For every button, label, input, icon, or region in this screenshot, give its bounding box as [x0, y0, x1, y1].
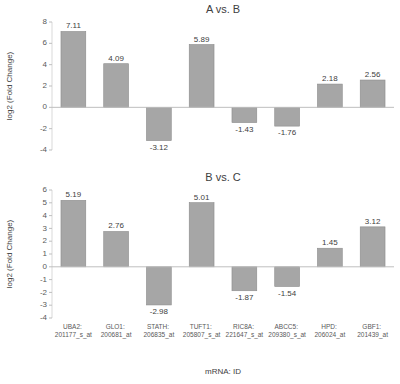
x-tick-label: UBA2: 201177_s_at: [55, 323, 92, 339]
y-axis-label: log2 (Fold Change): [5, 51, 14, 120]
data-label: -1.87: [235, 293, 254, 302]
y-tick-label: 0: [43, 262, 48, 271]
y-tick: [49, 22, 52, 23]
data-label: -2.98: [150, 307, 169, 316]
data-label: -3.12: [150, 143, 169, 152]
bars: [61, 31, 385, 140]
y-tick: [49, 190, 52, 191]
y-tick: [49, 228, 52, 229]
x-tick-label: STATH: 206835_at: [144, 323, 175, 339]
y-tick-label: -3: [40, 300, 48, 309]
data-label: -1.76: [278, 128, 297, 137]
data-label: 5.19: [66, 190, 82, 199]
bar: [317, 248, 342, 267]
y-tick-label: -2: [40, 288, 48, 297]
y-tick: [49, 202, 52, 203]
baseline: [52, 107, 394, 108]
y-tick-label: 1: [43, 249, 48, 258]
bar: [232, 107, 257, 122]
bar: [189, 45, 214, 108]
y-tick-label: 2: [43, 236, 48, 245]
chart-title: B vs. C: [205, 171, 241, 183]
x-tick-label: HPD: 206024_at: [315, 323, 346, 339]
bar: [61, 31, 86, 107]
y-tick: [49, 254, 52, 255]
data-label: 2.76: [108, 221, 124, 230]
bar: [232, 267, 257, 291]
data-label: 5.01: [194, 193, 210, 202]
data-label: -1.43: [235, 125, 254, 134]
bar: [146, 267, 171, 305]
y-tick-label: 8: [43, 17, 48, 26]
bar: [360, 227, 385, 267]
y-tick-label: -1: [40, 275, 48, 284]
bar: [189, 203, 214, 267]
x-tick-label: ABCC5: 209380_s_at: [268, 323, 306, 339]
y-tick-label: 0: [43, 102, 48, 111]
data-label: 3.12: [365, 217, 381, 226]
bars: [61, 200, 385, 305]
y-tick-label: 4: [43, 60, 48, 69]
chart-root: A vs. B log2 (Fold Change) -4 -2 0 2 4 6 8 7.11 4.…: [0, 0, 400, 384]
y-tick-label: -4: [40, 313, 48, 322]
bar: [275, 267, 300, 287]
y-tick: [49, 292, 52, 293]
x-tick-label: GBF1: 201439_at: [357, 323, 388, 339]
y-tick-label: 6: [43, 38, 48, 47]
y-tick: [49, 241, 52, 242]
y-axis-label: log2 (Fold Change): [5, 219, 14, 288]
y-tick: [49, 279, 52, 280]
chart-title: A vs. B: [206, 3, 240, 15]
y-tick: [49, 318, 52, 319]
y-tick-label: 5: [43, 198, 48, 207]
y-tick-label: -2: [40, 124, 48, 133]
data-label: 2.56: [365, 70, 381, 79]
y-tick-label: 6: [43, 185, 48, 194]
y-tick: [49, 150, 52, 151]
data-label: 4.09: [108, 54, 124, 63]
bar: [146, 107, 171, 140]
y-tick: [49, 107, 52, 108]
bar: [317, 84, 342, 107]
data-label: 7.11: [66, 21, 82, 30]
bar: [275, 107, 300, 126]
y-tick: [49, 305, 52, 306]
bar: [360, 80, 385, 107]
data-label: 1.45: [322, 238, 338, 247]
data-label: -1.54: [278, 289, 297, 298]
y-tick: [49, 215, 52, 216]
x-tick-label: RIC8A: 221647_s_at: [226, 323, 264, 339]
y-tick-label: 3: [43, 224, 48, 233]
subplot: B vs. C log2 (Fold Change) -4 -3 -2 -1 0 1 2 3 4 5 6…: [5, 171, 394, 376]
y-tick: [49, 266, 52, 267]
x-tick-label: GLO1: 200681_at: [101, 323, 132, 339]
bar: [104, 231, 129, 266]
y-tick: [49, 43, 52, 44]
x-tick-label: TUFT1: 205807_s_at: [183, 323, 221, 339]
bar: [61, 200, 86, 266]
y-tick-label: -4: [40, 145, 48, 154]
baseline: [52, 266, 394, 267]
y-tick-label: 2: [43, 81, 48, 90]
y-tick: [49, 128, 52, 129]
subplot: A vs. B log2 (Fold Change) -4 -2 0 2 4 6 8 7.11 4.…: [5, 3, 394, 154]
y-tick-label: 4: [43, 211, 48, 220]
y-tick: [49, 64, 52, 65]
data-label: 5.89: [194, 35, 210, 44]
data-label: 2.18: [322, 74, 338, 83]
y-tick: [49, 86, 52, 87]
bar: [104, 64, 129, 108]
x-axis-label: mRNA: ID: [205, 367, 241, 376]
